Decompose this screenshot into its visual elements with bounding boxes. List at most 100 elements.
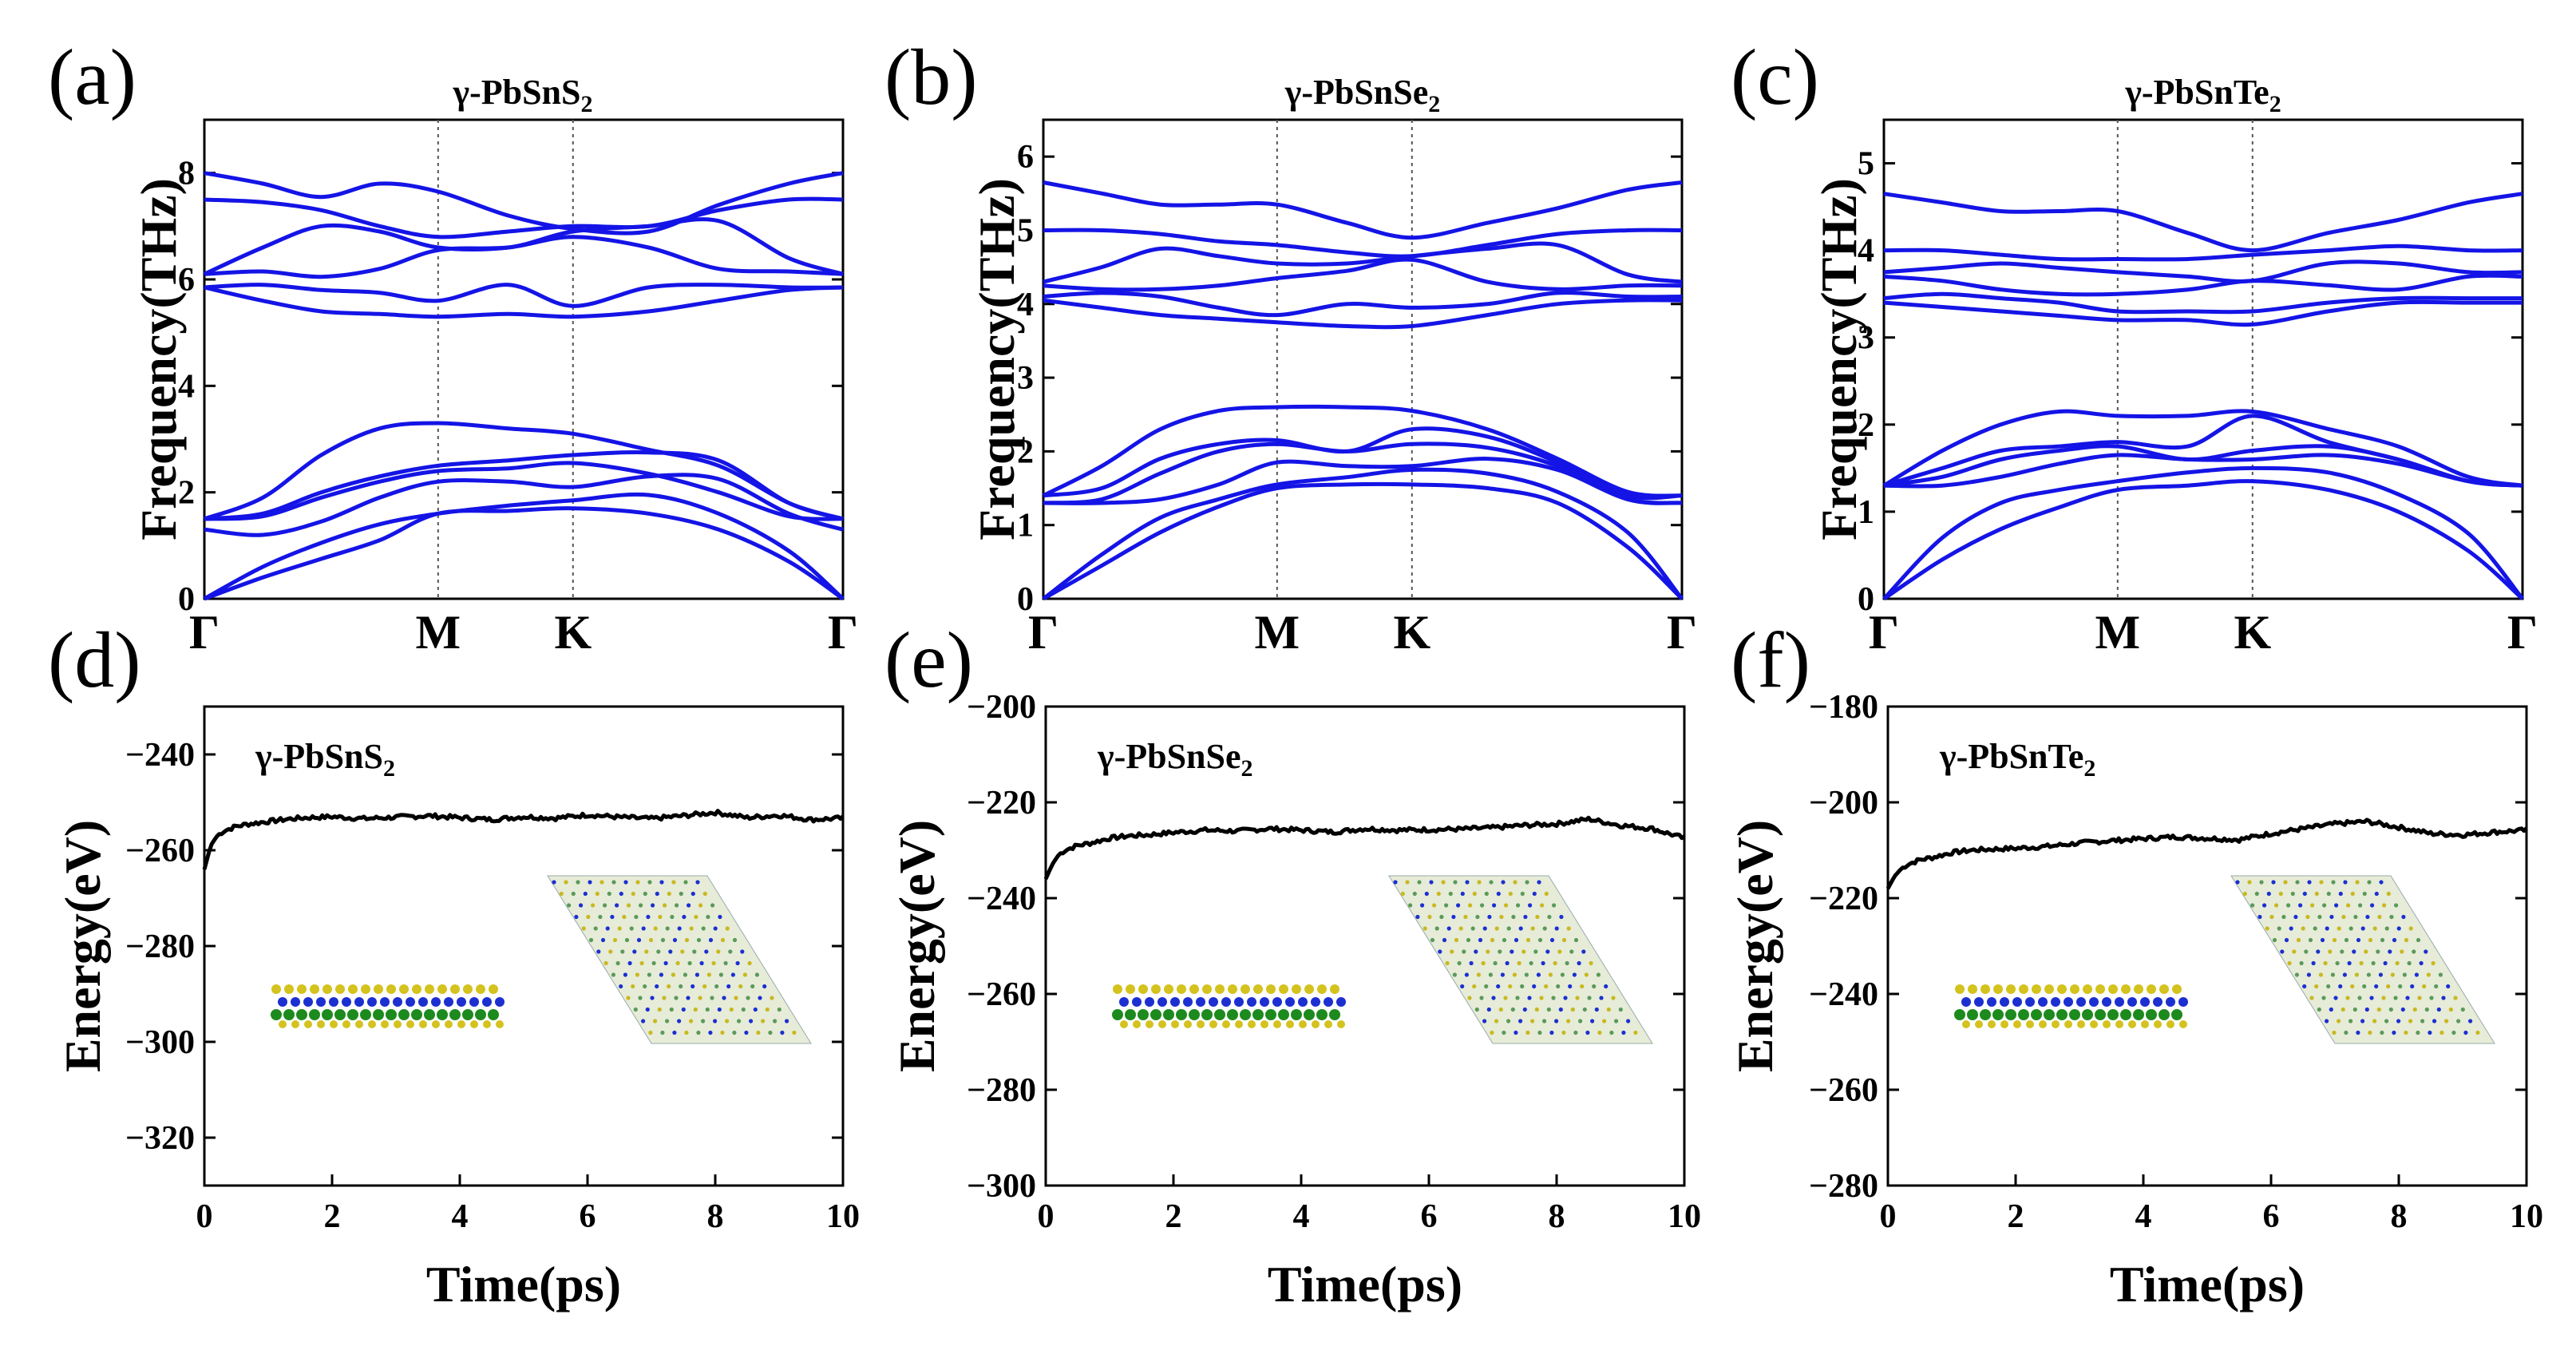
plot-frame	[1044, 705, 1686, 1187]
phonon-band-6	[1882, 409, 2523, 488]
structure-top-view	[1388, 875, 1653, 1044]
phonon-band-8	[1043, 291, 1683, 318]
phonon-band-2	[203, 492, 845, 601]
plot-frame	[1042, 118, 1684, 600]
q-point-label: M	[1255, 606, 1300, 659]
plot-frame	[1882, 118, 2524, 600]
phonon-band-11	[1043, 228, 1683, 259]
q-point-label: Γ	[189, 606, 220, 659]
energy-trace	[1886, 818, 2528, 890]
phonon-band-11	[1883, 243, 2523, 262]
x-tick-label: 2	[1165, 1198, 1182, 1235]
structure-side-view	[271, 984, 505, 1028]
chart-title: γ-PbSnSe2	[1097, 737, 1253, 782]
y-tick-label: 3	[1017, 360, 1034, 397]
x-tick-label: 6	[1421, 1198, 1438, 1235]
y-tick-label: −220	[967, 785, 1036, 822]
y-tick-label: −280	[967, 1072, 1036, 1109]
y-tick-label: −260	[1809, 1072, 1878, 1109]
phonon-band-5	[1043, 426, 1683, 501]
y-tick-label: 1	[1858, 494, 1874, 531]
phonon-band-6	[204, 421, 844, 521]
x-tick-label: 10	[826, 1198, 860, 1235]
energy-trace	[202, 809, 845, 870]
x-tick-label: 4	[452, 1198, 469, 1235]
y-tick-label: −260	[125, 833, 195, 869]
y-tick-label: −220	[1809, 881, 1878, 917]
phonon-band-10	[1043, 241, 1683, 284]
y-axis-label: Frequency(THz)	[1810, 178, 1867, 540]
y-tick-label: 0	[178, 581, 195, 618]
phonon-band-12	[1043, 180, 1683, 240]
y-tick-label: −240	[967, 881, 1036, 917]
phonon-band-6	[1042, 404, 1683, 498]
phonon-band-5	[204, 449, 844, 521]
y-axis-label: Frequency(THz)	[968, 178, 1025, 540]
phonon-band-10	[203, 217, 844, 276]
phonon-band-9	[1883, 273, 2523, 297]
q-point-label: Γ	[1028, 606, 1058, 659]
phonon-band-4	[204, 461, 844, 521]
y-tick-label: 1	[1017, 508, 1034, 544]
x-tick-label: 0	[1880, 1198, 1897, 1235]
q-point-label: K	[1393, 606, 1430, 659]
panel-e: (e) γ-PbSnSe2 −200 −220 −240 −260 −280 −300 Ener…	[884, 616, 1701, 1312]
phonon-band-11	[204, 196, 844, 240]
x-tick-label: 6	[580, 1198, 596, 1235]
q-point-label: Γ	[2507, 606, 2538, 659]
phonon-band-7	[1043, 298, 1683, 330]
y-tick-label: 6	[1017, 139, 1034, 176]
y-tick-label: 4	[1858, 233, 1874, 270]
y-tick-label: 2	[178, 475, 195, 512]
x-tick-label: 4	[1293, 1198, 1310, 1235]
phonon-band-1	[204, 506, 845, 601]
phonon-band-9	[1043, 257, 1683, 292]
phonon-band-8	[1883, 291, 2523, 315]
plot-frame	[203, 118, 845, 600]
chart-title: γ-PbSnS2	[453, 73, 593, 117]
y-tick-label: 4	[178, 368, 195, 405]
y-tick-label: 2	[1017, 434, 1034, 470]
phonon-band-2	[1042, 467, 1684, 600]
y-tick-label: −280	[1809, 1168, 1878, 1205]
y-axis-label: Energy(eV)	[54, 820, 111, 1072]
x-tick-label: 2	[2008, 1198, 2024, 1235]
y-axis-label: Energy(eV)	[888, 820, 945, 1072]
y-tick-label: −180	[1809, 689, 1878, 726]
y-tick-label: −200	[1809, 785, 1878, 822]
panel-d: (d) γ-PbSnS2 −240 −260 −280 −300 −320 Energy(eV…	[48, 616, 860, 1312]
y-tick-label: −200	[967, 689, 1036, 726]
x-tick-label: 8	[1549, 1198, 1565, 1235]
x-tick-label: 6	[2263, 1198, 2280, 1235]
phonon-band-8	[204, 283, 844, 308]
y-tick-label: 6	[178, 262, 195, 299]
x-tick-label: 8	[2391, 1198, 2408, 1235]
y-axis-label: Frequency(THz)	[130, 178, 187, 540]
q-point-label: K	[554, 606, 592, 659]
y-tick-label: 4	[1017, 287, 1034, 323]
y-tick-label: 5	[1858, 146, 1874, 183]
y-tick-label: 3	[1858, 320, 1874, 357]
plot-frame	[1886, 705, 2528, 1187]
y-tick-label: 5	[1017, 212, 1034, 249]
panel-f: (f) γ-PbSnTe2 −180 −200 −220 −240 −260 −280 Ener…	[1727, 616, 2543, 1312]
phonon-band-12	[204, 171, 844, 236]
phonon-band-2	[1882, 465, 2524, 600]
q-point-label: M	[416, 606, 461, 659]
x-tick-label: 10	[1668, 1198, 1701, 1235]
y-tick-label: −260	[967, 976, 1036, 1013]
y-tick-label: −280	[125, 928, 195, 965]
phonon-band-7	[1883, 299, 2523, 327]
x-tick-label: 8	[707, 1198, 724, 1235]
panel-letter: (e)	[884, 616, 973, 704]
energy-trace	[1043, 815, 1686, 881]
y-tick-label: −300	[125, 1024, 195, 1061]
x-axis-label: Time(ps)	[426, 1256, 621, 1312]
structure-side-view	[1954, 984, 2188, 1028]
phonon-band-7	[204, 285, 844, 319]
y-tick-label: 2	[1858, 407, 1874, 444]
y-tick-label: 8	[178, 156, 195, 192]
q-point-label: K	[2234, 606, 2271, 659]
